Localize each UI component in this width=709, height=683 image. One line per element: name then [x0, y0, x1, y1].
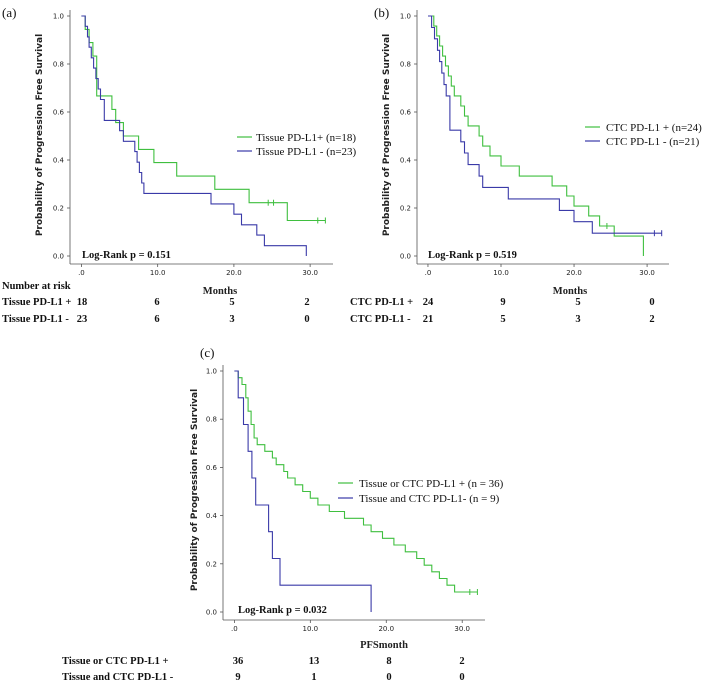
panel-b-risk-label-1: CTC PD-L1 - [350, 314, 411, 325]
panel-a-y-axis-title: Probability of Progression Free Survival [35, 34, 45, 236]
panel-a-risk-label-1: Tissue PD-L1 - [2, 314, 69, 325]
panel-a-series-1-line [81, 15, 307, 256]
panel-c-x-tick-label: 10.0 [303, 625, 319, 633]
panel-a-x-tick-label: 20.0 [226, 269, 242, 277]
panel-a-label: (a) [2, 5, 16, 20]
risk-value-a-1-2: 3 [229, 314, 234, 325]
risk-value-c-1-0: 9 [235, 672, 240, 683]
panel-c: (c) Probability of Progression Free Surv… [62, 345, 504, 683]
risk-value-a-0-3: 2 [304, 297, 309, 308]
panel-b-x-tick-label: 10.0 [493, 269, 509, 277]
panel-b-y-tick-label: 0.4 [400, 157, 412, 165]
panel-b-legend-1: CTC PD-L1 - (n=21) [606, 136, 700, 148]
risk-value-b-0-2: 5 [575, 297, 580, 308]
panel-c-x-tick-label: 30.0 [454, 625, 470, 633]
panel-a-y-tick-label: 0.6 [53, 109, 65, 117]
panel-c-y-tick-label: 0.6 [206, 464, 218, 472]
panel-b-y-tick-label: 0.0 [400, 253, 411, 261]
panel-c-y-tick-label: 0.0 [206, 609, 217, 617]
panel-c-y-tick-label: 1.0 [206, 368, 217, 376]
risk-value-c-0-3: 2 [459, 656, 464, 667]
panel-a-y-tick-label: 0.0 [53, 253, 64, 261]
panel-b-series-1-line [428, 15, 662, 234]
panel-b-legend-0: CTC PD-L1 + (n=24) [606, 122, 702, 134]
risk-value-a-0-0: 18 [77, 297, 88, 308]
panel-c-y-tick-label: 0.4 [206, 512, 218, 520]
panel-a-y-tick-label: 0.2 [53, 205, 64, 213]
panel-a-risk-label-0: Tissue PD-L1 + [2, 297, 71, 308]
risk-value-b-1-0: 21 [423, 314, 434, 325]
panel-b-x-axis-title: Months [553, 286, 587, 297]
panel-a-series-0-line [81, 15, 326, 222]
panel-b-logrank: Log-Rank p = 0.519 [428, 250, 517, 261]
panel-a-x-tick-label: .0 [78, 269, 85, 277]
panel-c-legend-0: Tissue or CTC PD-L1 + (n = 36) [359, 478, 504, 490]
risk-value-a-0-1: 6 [154, 297, 159, 308]
panel-a-legend-1: Tissue PD-L1 - (n=23) [256, 146, 357, 158]
risk-value-b-0-3: 0 [649, 297, 654, 308]
panel-c-x-tick-label: 20.0 [378, 625, 394, 633]
panel-c-y-axis-title: Probability of Progression Free Survival [190, 389, 200, 591]
risk-value-a-0-2: 5 [229, 297, 234, 308]
panel-a-x-tick-label: 30.0 [302, 269, 318, 277]
panel-a-y-tick-label: 1.0 [53, 13, 64, 21]
panel-c-series-1-line [234, 370, 372, 612]
panel-a-x-tick-label: 10.0 [150, 269, 166, 277]
panel-a-y-tick-label: 0.4 [53, 157, 65, 165]
panel-c-label: (c) [200, 345, 214, 360]
risk-value-b-1-1: 5 [500, 314, 505, 325]
risk-value-c-1-2: 0 [386, 672, 391, 683]
panel-c-risk-label-1: Tissue and CTC PD-L1 - [62, 672, 174, 683]
panel-a-legend-0: Tissue PD-L1+ (n=18) [256, 132, 356, 144]
panel-c-risk-label-0: Tissue or CTC PD-L1 + [62, 656, 169, 667]
panel-b-y-tick-label: 1.0 [400, 13, 411, 21]
panel-b: (b) Probability of Progression Free Surv… [350, 5, 702, 325]
risk-value-a-1-0: 23 [77, 314, 88, 325]
panel-c-y-tick-label: 0.2 [206, 560, 217, 568]
panel-c-legend-1: Tissue and CTC PD-L1- (n = 9) [359, 493, 500, 505]
panel-c-series-0-line [234, 370, 478, 593]
panel-b-y-tick-label: 0.6 [400, 109, 412, 117]
risk-value-c-0-1: 13 [309, 656, 320, 667]
risk-value-c-1-3: 0 [459, 672, 464, 683]
risk-value-b-1-3: 2 [649, 314, 654, 325]
panel-b-x-tick-label: .0 [425, 269, 432, 277]
panel-a-logrank: Log-Rank p = 0.151 [82, 250, 171, 261]
panel-a-risk-header: Number at risk [2, 281, 71, 292]
panel-b-label: (b) [374, 5, 389, 20]
panel-b-x-tick-label: 30.0 [639, 269, 655, 277]
risk-value-c-1-1: 1 [311, 672, 316, 683]
panel-a: (a) Probability of Progression Free Surv… [2, 5, 357, 325]
risk-value-a-1-1: 6 [154, 314, 159, 325]
panel-b-risk-label-0: CTC PD-L1 + [350, 297, 413, 308]
risk-value-c-0-2: 8 [386, 656, 391, 667]
panel-b-y-axis-title: Probability of Progression Free Survival [382, 34, 392, 236]
panel-a-x-axis-title: Months [203, 286, 237, 297]
risk-value-c-0-0: 36 [233, 656, 244, 667]
panel-b-series-0-line [428, 15, 644, 256]
panel-b-y-tick-label: 0.2 [400, 205, 411, 213]
risk-value-b-0-0: 24 [423, 297, 434, 308]
risk-value-a-1-3: 0 [304, 314, 309, 325]
panel-a-y-tick-label: 0.8 [53, 61, 64, 69]
panel-c-x-tick-label: .0 [231, 625, 238, 633]
panel-b-y-tick-label: 0.8 [400, 61, 411, 69]
panel-c-logrank: Log-Rank p = 0.032 [238, 605, 327, 616]
panel-c-x-axis-title: PFSmonth [360, 640, 408, 651]
risk-value-b-0-1: 9 [500, 297, 505, 308]
risk-value-b-1-2: 3 [575, 314, 580, 325]
panel-b-x-tick-label: 20.0 [566, 269, 582, 277]
panel-c-y-tick-label: 0.8 [206, 416, 217, 424]
